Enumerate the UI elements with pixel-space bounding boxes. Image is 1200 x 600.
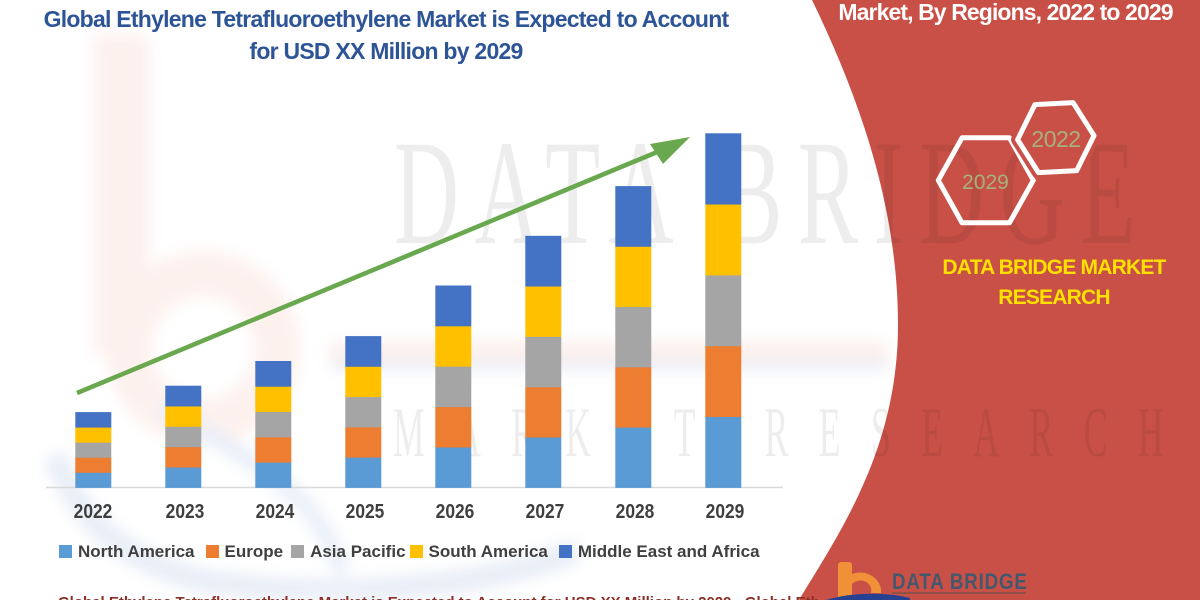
svg-text:2029: 2029 (962, 171, 1009, 194)
svg-text:2022: 2022 (1031, 126, 1080, 152)
